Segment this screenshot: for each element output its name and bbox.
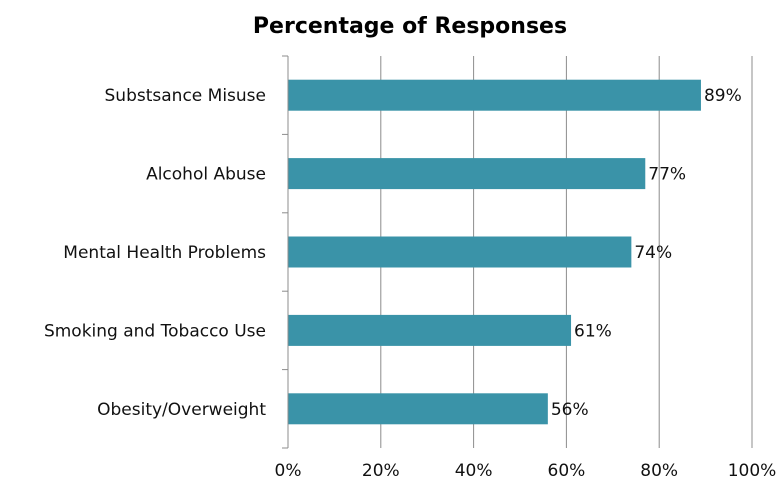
category-label-0: Substsance Misuse [105,86,266,106]
x-tick-label-1: 20% [362,461,400,481]
category-label-3: Smoking and Tobacco Use [44,321,266,341]
x-tick-label-3: 60% [548,461,586,481]
data-label-0: 89% [704,86,742,106]
category-label-1: Alcohol Abuse [146,165,266,185]
chart-title: Percentage of Responses [253,14,567,39]
axes [282,55,289,449]
x-tick-label-4: 80% [640,461,678,481]
data-label-4: 56% [551,400,589,420]
bar-4 [288,393,548,425]
category-label-4: Obesity/Overweight [97,400,266,420]
bar-2 [288,236,632,268]
x-tick-label-2: 40% [455,461,493,481]
labels: Substsance Misuse 89% Alcohol Abuse 77% Ment… [44,86,776,481]
bar-0 [288,79,701,111]
category-label-2: Mental Health Problems [63,243,266,263]
bars [288,79,701,425]
x-tick-label-5: 100% [728,461,777,481]
data-label-1: 77% [648,165,686,185]
bar-3 [288,314,572,346]
data-label-2: 74% [634,243,672,263]
data-label-3: 61% [574,321,612,341]
bar-1 [288,158,646,190]
x-tick-label-0: 0% [275,461,302,481]
